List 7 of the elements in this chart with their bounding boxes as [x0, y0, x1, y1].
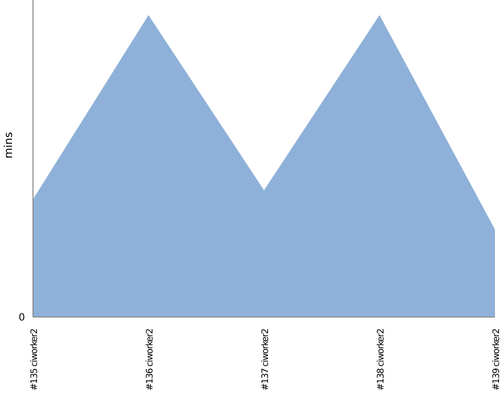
- x-tick-label: #136 ciworker2: [146, 329, 156, 391]
- text: 0: [18, 312, 25, 324]
- x-tick-label: #135 ciworker2: [30, 329, 40, 391]
- x-tick-label: #139 ciworker2: [492, 329, 500, 391]
- x-tick-label: #137 ciworker2: [261, 329, 271, 391]
- x-tick-label: #138 ciworker2: [376, 329, 386, 391]
- y-axis-title: mins: [2, 132, 15, 158]
